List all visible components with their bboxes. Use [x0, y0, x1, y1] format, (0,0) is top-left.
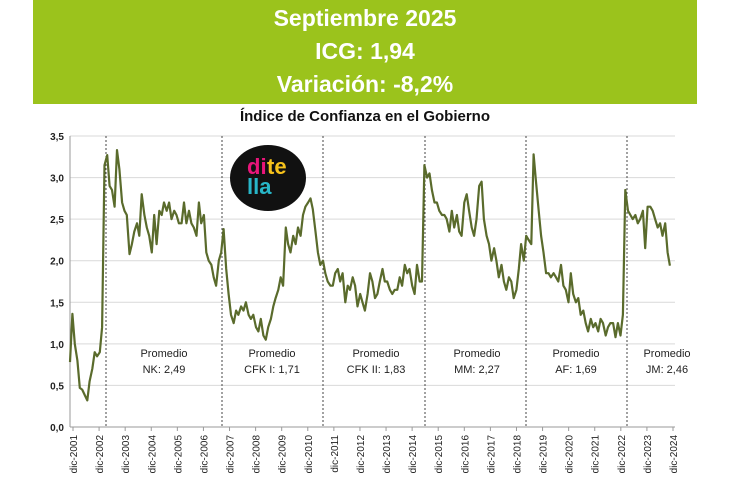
- y-tick-label: 1,0: [50, 340, 64, 351]
- period-label-average: CFK II: 1,83: [347, 364, 406, 376]
- period-label-title: Promedio: [140, 348, 187, 360]
- x-tick-label: dic-2018: [512, 435, 523, 474]
- x-tick-label: dic-2013: [382, 435, 393, 474]
- logo-text-te: te: [267, 154, 287, 179]
- x-tick-label: dic-2005: [173, 435, 184, 474]
- period-label-title: Promedio: [453, 348, 500, 360]
- x-tick-label: dic-2010: [304, 435, 315, 474]
- period-label-average: CFK I: 1,71: [244, 364, 300, 376]
- period-label-average: AF: 1,69: [555, 364, 597, 376]
- x-tick-label: dic-2017: [486, 435, 497, 474]
- x-tick-label: dic-2022: [617, 435, 628, 474]
- y-tick-label: 3,0: [50, 174, 64, 185]
- period-label-title: Promedio: [552, 348, 599, 360]
- y-tick-label: 1,5: [50, 298, 64, 309]
- y-tick-label: 3,5: [50, 132, 64, 143]
- period-label-average: MM: 2,27: [454, 364, 500, 376]
- x-tick-label: dic-2020: [565, 435, 576, 474]
- x-tick-label: dic-2016: [460, 435, 471, 474]
- series-line: [68, 149, 671, 402]
- header-banner: Septiembre 2025 ICG: 1,94 Variación: -8,…: [33, 0, 697, 104]
- chart-title: Índice de Confianza en el Gobierno: [239, 108, 491, 125]
- x-tick-label: dic-2014: [408, 435, 419, 474]
- x-tick-label: dic-2007: [226, 435, 237, 474]
- x-tick-label: dic-2001: [69, 435, 80, 474]
- x-tick-label: dic-2002: [95, 435, 106, 474]
- period-label-average: NK: 2,49: [143, 364, 186, 376]
- y-tick-label: 2,0: [50, 257, 64, 268]
- x-tick-label: dic-2004: [147, 435, 158, 474]
- header-variation: Variación: -8,2%: [276, 71, 454, 97]
- header-month: Septiembre 2025: [273, 5, 457, 31]
- x-tick-label: dic-2023: [643, 435, 654, 474]
- period-label-title: Promedio: [352, 348, 399, 360]
- x-tick-label: dic-2011: [330, 435, 341, 473]
- x-tick-label: dic-2006: [199, 435, 210, 474]
- x-tick-label: dic-2019: [539, 435, 550, 474]
- ditella-logo-icon: di te lla: [230, 145, 306, 211]
- x-tick-label: dic-2015: [434, 435, 445, 474]
- x-tick-label: dic-2008: [252, 435, 263, 474]
- y-tick-label: 2,5: [50, 215, 64, 226]
- header-icg: ICG: 1,94: [315, 38, 415, 64]
- y-tick-label: 0,5: [50, 381, 64, 392]
- period-label-title: Promedio: [643, 348, 690, 360]
- x-tick-label: dic-2021: [591, 435, 602, 474]
- x-tick-label: dic-2003: [121, 435, 132, 474]
- x-tick-label: dic-2012: [356, 435, 367, 474]
- x-tick-label: dic-2009: [278, 435, 289, 474]
- y-tick-label: 0,0: [50, 423, 64, 434]
- period-label-average: JM: 2,46: [646, 364, 688, 376]
- x-tick-label: dic-2024: [669, 435, 680, 474]
- logo-text-di: di: [247, 154, 267, 179]
- logo-text-lla: lla: [247, 174, 272, 199]
- period-label-title: Promedio: [248, 348, 295, 360]
